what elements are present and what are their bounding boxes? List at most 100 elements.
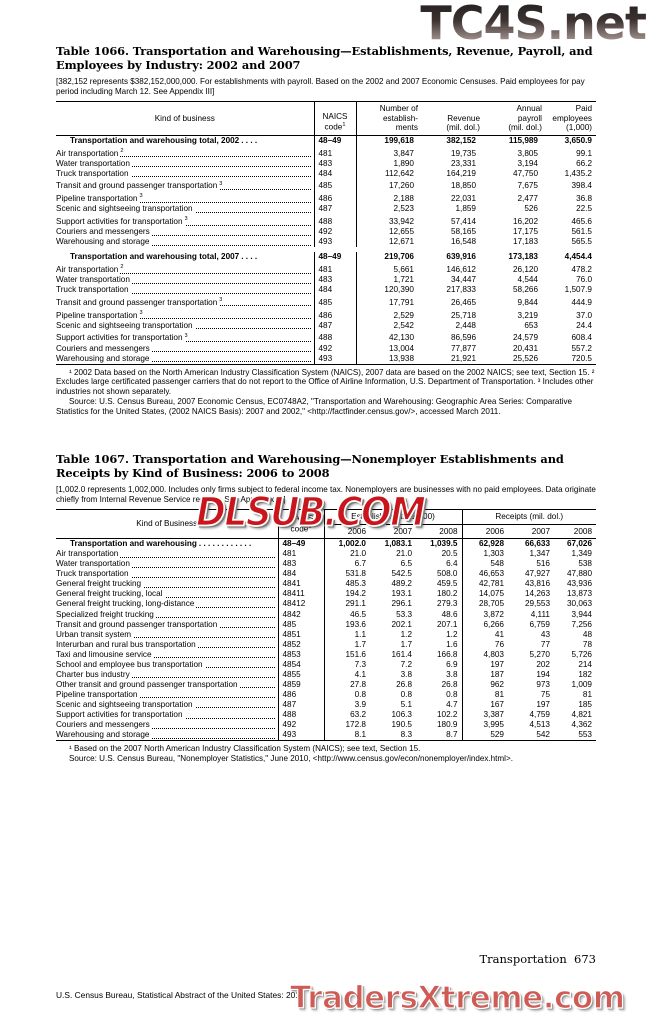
cell-receipts-2008: 3,944 xyxy=(571,609,593,619)
table-row: Pipeline transportation 3 486 2,188 22,031 2,… xyxy=(56,191,596,205)
cell-estab-2008: 6.4 xyxy=(446,559,458,569)
cell-receipts-2008: 81 xyxy=(582,689,592,699)
cell-naics: 4855 xyxy=(277,669,324,680)
cell-estab-2008: 4.7 xyxy=(446,699,458,709)
row-label-cell: Pipeline transportation xyxy=(56,689,278,700)
cell-paid-employees: 1,507.9 xyxy=(564,285,592,295)
col-header-kind-of-business-1067: Kind of Business xyxy=(136,519,198,529)
leader-dots xyxy=(56,176,311,178)
cell-establishments: 1,721 xyxy=(355,275,418,286)
row-label-cell: Transportation and warehousing total, 20… xyxy=(56,252,314,262)
cell-annual-payroll: 7,675 xyxy=(517,181,539,191)
cell-annual-payroll: 653 xyxy=(524,320,538,330)
cell-estab-2008: 207.1 xyxy=(437,619,458,629)
row-label: Air transportation xyxy=(56,549,121,559)
cell-paid-employees: 37.0 xyxy=(576,310,592,320)
cell-receipts-2008: 4,362 xyxy=(571,720,593,730)
cell-estab-2008: 1.6 xyxy=(446,639,458,649)
cell-revenue: 22,031 xyxy=(450,194,476,204)
row-label-cell: Couriers and messengers xyxy=(56,343,314,354)
row-label-cell: Air transportation 2 xyxy=(56,146,314,159)
cell-paid-employees: 720.5 xyxy=(571,353,593,363)
cell-estab-2007: 193.1 xyxy=(391,589,413,599)
leader-dots: . . . . xyxy=(241,135,258,145)
cell-revenue: 19,735 xyxy=(450,148,476,158)
cell-receipts-2007: 6,759 xyxy=(529,619,551,629)
cell-naics: 483 xyxy=(277,559,324,570)
cell-paid-employees: 66.2 xyxy=(576,158,592,168)
leader-dots xyxy=(56,292,311,294)
cell-naics: 484 xyxy=(277,569,324,580)
cell-paid-employees: 36.8 xyxy=(576,194,592,204)
page-source-footer: U.S. Census Bureau, Statistical Abstract… xyxy=(56,990,305,1000)
col-header-receipts-2006: 2006 xyxy=(461,524,508,539)
col-header-annual-payroll: Annual payroll (mil. dol.) xyxy=(480,102,542,136)
cell-receipts-2006: 28,705 xyxy=(461,599,508,610)
cell-receipts-2008: 538 xyxy=(578,559,592,569)
cell-annual-payroll: 3,194 xyxy=(517,158,539,168)
row-footnote-marker: 3 xyxy=(219,297,223,304)
row-label: Transportation and warehousing total, 20… xyxy=(56,135,242,145)
cell-paid-employees: 444.9 xyxy=(571,297,593,307)
cell-paid-employees: 99.1 xyxy=(576,148,592,158)
cell-paid-employees: 557.2 xyxy=(571,343,593,353)
cell-estab-2006: 1.7 xyxy=(323,639,370,650)
row-label-cell: Pipeline transportation 3 xyxy=(56,308,314,321)
row-label: Transit and ground passenger transportat… xyxy=(56,619,220,629)
naics-footnote-marker: 1 xyxy=(342,122,346,129)
row-label: Water transportation xyxy=(56,559,132,569)
col-header-establishments: Number of establish- ments xyxy=(355,101,418,136)
cell-estab-2006: 8.1 xyxy=(323,730,370,741)
cell-estab-2007: 26.8 xyxy=(396,679,412,689)
cell-paid-employees: 3,650.9 xyxy=(564,135,592,145)
estab-line3: ments xyxy=(395,123,418,133)
table-row: Water transportation 483 1,890 23,331 3,194 6… xyxy=(56,158,596,169)
col-header-receipts-2007: 2007 xyxy=(531,526,550,536)
cell-establishments: 17,260 xyxy=(355,178,418,192)
cell-estab-2007: 202.1 xyxy=(391,619,413,629)
leader-dots xyxy=(56,272,311,274)
table-row: Water transportation 483 6.7 6.5 6.4 548 516 53… xyxy=(56,559,596,570)
row-label: Scenic and sightseeing transportation xyxy=(56,204,195,214)
table-row: Support activities for transportation 3 48… xyxy=(56,330,596,344)
cell-receipts-2006: 529 xyxy=(461,730,508,741)
cell-revenue: 2,448 xyxy=(455,320,477,330)
cell-estab-2008: 3.8 xyxy=(446,669,458,679)
cell-annual-payroll: 17,175 xyxy=(512,227,538,237)
cell-estab-2006: 193.6 xyxy=(323,619,370,630)
row-label: Scenic and sightseeing transportation xyxy=(56,699,195,709)
table-row: Transit and ground passenger transportat… xyxy=(56,295,596,308)
cell-estab-2006: 485.3 xyxy=(323,579,370,590)
table-row: Transit and ground passenger transportat… xyxy=(56,178,596,192)
cell-naics: 4842 xyxy=(277,609,324,620)
row-label: Water transportation xyxy=(56,275,132,285)
cell-establishments: 120,390 xyxy=(355,285,418,296)
table-row: School and employee bus transportation 48… xyxy=(56,659,596,670)
cell-receipts-2008: 1,009 xyxy=(571,679,593,689)
col-header-estab-2006: 2006 xyxy=(323,524,370,539)
cell-naics: 4853 xyxy=(277,649,324,660)
cell-estab-2006: 291.1 xyxy=(323,599,370,610)
leader-dots xyxy=(56,361,311,363)
cell-naics: 483 xyxy=(313,275,356,286)
table-1067-footnotes: ¹ Based on the 2007 North American Indus… xyxy=(56,744,596,764)
leader-dots xyxy=(56,677,275,679)
cell-receipts-2007: 197 xyxy=(536,699,550,709)
cell-estab-2008: 6.9 xyxy=(446,659,458,669)
row-label-cell: Transit and ground passenger transportat… xyxy=(56,619,278,630)
cell-receipts-2006: 81 xyxy=(461,689,508,700)
cell-naics: 481 xyxy=(277,549,324,560)
row-label-cell: Transit and ground passenger transportat… xyxy=(56,179,314,192)
leader-dots xyxy=(56,351,311,353)
cell-estab-2007: 3.8 xyxy=(400,669,412,679)
cell-estab-2006: 0.8 xyxy=(323,689,370,700)
cell-receipts-2006: 42,781 xyxy=(461,579,508,590)
row-label: Pipeline transportation xyxy=(56,194,140,204)
row-label: Specialized freight trucking xyxy=(56,609,156,619)
row-label-cell: Interurban and rural bus transportation xyxy=(56,639,278,650)
cell-receipts-2008: 182 xyxy=(578,669,592,679)
cell-establishments: 13,938 xyxy=(355,353,418,365)
cell-estab-2008: 0.8 xyxy=(446,689,458,699)
cell-establishments: 112,642 xyxy=(355,168,418,179)
cell-paid-employees: 76.0 xyxy=(576,275,592,285)
